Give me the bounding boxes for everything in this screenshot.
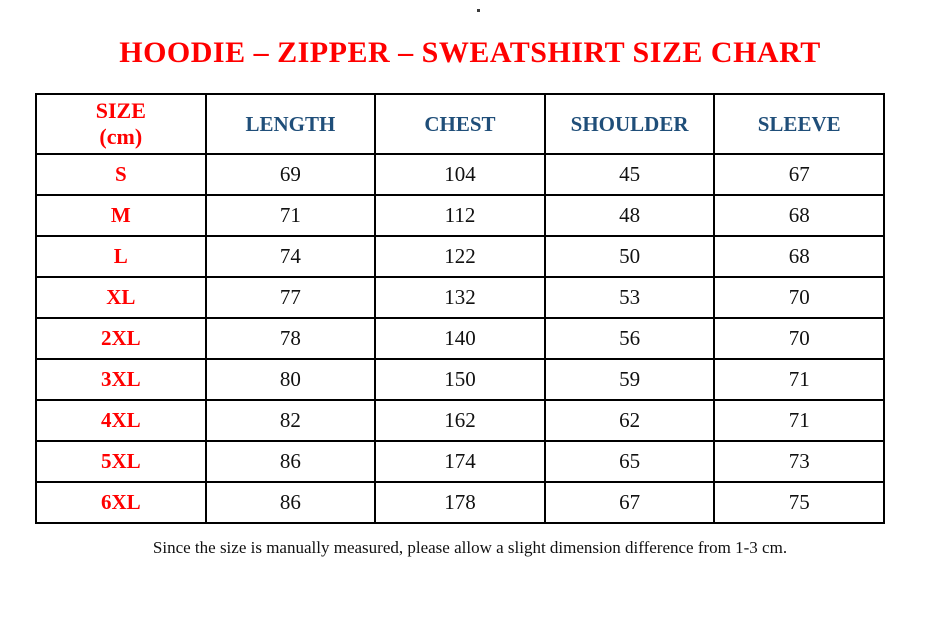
table-row: 4XL 82 162 62 71 bbox=[35, 399, 885, 442]
size-cell: 2XL bbox=[35, 317, 207, 360]
size-cell: XL bbox=[35, 276, 207, 319]
chest-cell: 140 bbox=[374, 317, 546, 360]
col-header-shoulder: SHOULDER bbox=[543, 93, 716, 155]
sleeve-cell: 68 bbox=[713, 235, 885, 278]
length-cell: 82 bbox=[204, 399, 377, 442]
table-row: XL 77 132 53 70 bbox=[35, 276, 885, 319]
shoulder-cell: 65 bbox=[543, 440, 716, 483]
length-cell: 74 bbox=[204, 235, 377, 278]
shoulder-cell: 56 bbox=[543, 317, 716, 360]
table-row: 3XL 80 150 59 71 bbox=[35, 358, 885, 401]
length-cell: 78 bbox=[204, 317, 377, 360]
length-cell: 86 bbox=[204, 481, 377, 524]
sleeve-cell: 70 bbox=[713, 276, 885, 319]
table-row: 5XL 86 174 65 73 bbox=[35, 440, 885, 483]
table-row: M 71 112 48 68 bbox=[35, 194, 885, 237]
shoulder-cell: 50 bbox=[543, 235, 716, 278]
size-cell: M bbox=[35, 194, 207, 237]
footnote: Since the size is manually measured, ple… bbox=[152, 538, 788, 557]
chest-cell: 104 bbox=[374, 153, 546, 196]
chest-cell: 162 bbox=[374, 399, 546, 442]
sleeve-cell: 70 bbox=[713, 317, 885, 360]
shoulder-cell: 62 bbox=[543, 399, 716, 442]
page-title: HOODIE – ZIPPER – SWEATSHIRT SIZE CHART bbox=[119, 36, 821, 69]
length-cell: 69 bbox=[204, 153, 377, 196]
shoulder-cell: 45 bbox=[543, 153, 716, 196]
size-chart-table: SIZE (cm) LENGTH CHEST SHOULDER SLEEVE S… bbox=[35, 93, 885, 524]
chest-cell: 112 bbox=[374, 194, 546, 237]
chest-cell: 132 bbox=[374, 276, 546, 319]
length-cell: 80 bbox=[204, 358, 377, 401]
header-row: SIZE (cm) LENGTH CHEST SHOULDER SLEEVE bbox=[35, 93, 885, 155]
stray-dot bbox=[477, 9, 480, 12]
shoulder-cell: 59 bbox=[543, 358, 716, 401]
sleeve-cell: 68 bbox=[713, 194, 885, 237]
table-row: 2XL 78 140 56 70 bbox=[35, 317, 885, 360]
size-cell: 6XL bbox=[35, 481, 207, 524]
chest-cell: 178 bbox=[374, 481, 546, 524]
length-cell: 86 bbox=[204, 440, 377, 483]
chest-cell: 174 bbox=[374, 440, 546, 483]
table-row: L 74 122 50 68 bbox=[35, 235, 885, 278]
size-cell: S bbox=[35, 153, 207, 196]
col-header-sleeve: SLEEVE bbox=[713, 93, 885, 155]
col-header-length: LENGTH bbox=[204, 93, 377, 155]
length-cell: 71 bbox=[204, 194, 377, 237]
shoulder-cell: 53 bbox=[543, 276, 716, 319]
sleeve-cell: 75 bbox=[713, 481, 885, 524]
chest-cell: 122 bbox=[374, 235, 546, 278]
shoulder-cell: 48 bbox=[543, 194, 716, 237]
table-row: S 69 104 45 67 bbox=[35, 153, 885, 196]
chest-cell: 150 bbox=[374, 358, 546, 401]
size-cell: 3XL bbox=[35, 358, 207, 401]
table-row: 6XL 86 178 67 75 bbox=[35, 481, 885, 524]
length-cell: 77 bbox=[204, 276, 377, 319]
sleeve-cell: 73 bbox=[713, 440, 885, 483]
sleeve-cell: 71 bbox=[713, 358, 885, 401]
shoulder-cell: 67 bbox=[543, 481, 716, 524]
col-header-size: SIZE (cm) bbox=[35, 93, 207, 155]
size-cell: 4XL bbox=[35, 399, 207, 442]
col-header-chest: CHEST bbox=[374, 93, 546, 155]
size-cell: 5XL bbox=[35, 440, 207, 483]
sleeve-cell: 67 bbox=[713, 153, 885, 196]
size-cell: L bbox=[35, 235, 207, 278]
sleeve-cell: 71 bbox=[713, 399, 885, 442]
